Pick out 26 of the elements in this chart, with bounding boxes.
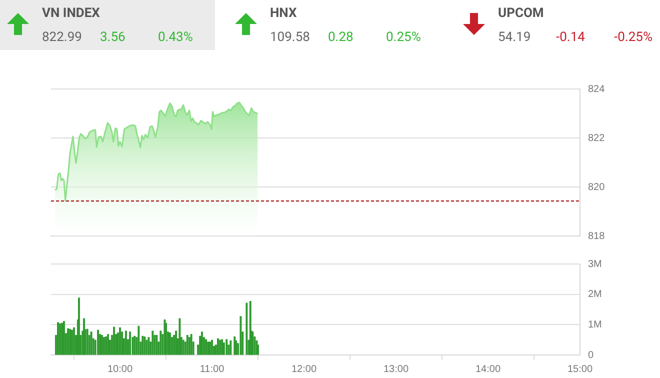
text: 822.99 [42,30,82,45]
text: 3.56 [100,30,126,45]
y-tick-label: 820 [588,182,606,193]
text: 0.43% [158,30,193,45]
y-tick-label: 822 [588,132,606,144]
y-tick-label: 3M [588,258,602,270]
x-tick-label: 14:00 [475,364,501,375]
text: VN INDEX [42,6,100,21]
y-tick-label: 818 [588,230,606,242]
x-tick-label: 13:00 [383,364,409,375]
y-tick-label: 1M [588,319,602,330]
text: 0.25% [386,30,421,45]
y-tick-label: 824 [588,84,606,95]
y-tick-label: 2M [588,289,602,300]
text: 0.28 [328,30,354,45]
text: UPCOM [498,6,544,21]
text: HNX [270,6,297,21]
x-tick-label: 12:00 [291,364,317,375]
y-tick-label: 0 [588,350,594,361]
text: 109.58 [270,30,310,45]
text: 54.19 [498,30,531,45]
text: -0.14 [556,30,585,45]
x-tick-label: 15:00 [567,364,593,375]
x-tick-label: 10:00 [107,364,133,375]
text: -0.25% [614,30,652,45]
x-tick-label: 11:00 [200,364,225,375]
